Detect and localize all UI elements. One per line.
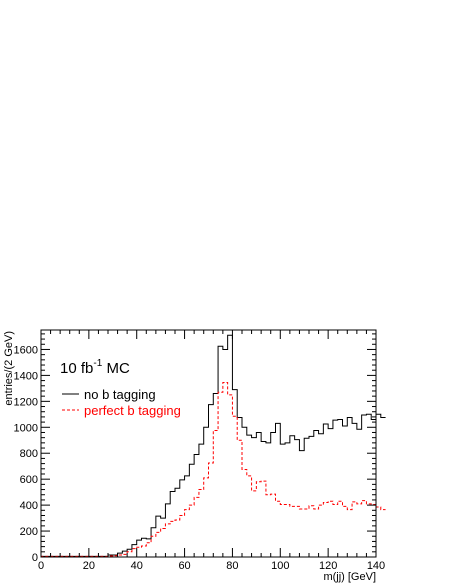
y-tick-label: 1000 bbox=[14, 422, 38, 434]
axes bbox=[40, 329, 377, 558]
series-perfect-b-tagging-line bbox=[40, 382, 386, 557]
legend: no b tagging perfect b tagging bbox=[62, 387, 181, 418]
plot-area bbox=[40, 334, 386, 557]
x-tick-label: 140 bbox=[367, 560, 385, 572]
y-tick-label: 0 bbox=[32, 552, 38, 564]
plot-frame bbox=[40, 329, 377, 558]
y-tick-label: 600 bbox=[20, 474, 38, 486]
x-tick-label: 40 bbox=[131, 560, 143, 572]
x-tick-label: 100 bbox=[271, 560, 289, 572]
x-axis-title: m(jj) [GeV] bbox=[323, 571, 376, 583]
x-tick-label: 80 bbox=[226, 560, 238, 572]
y-tick-label: 200 bbox=[20, 526, 38, 538]
y-tick-label: 1600 bbox=[14, 344, 38, 356]
y-tick-label: 800 bbox=[20, 448, 38, 460]
x-tick-labels: 0 20 40 60 80 100 120 140 bbox=[38, 560, 385, 572]
x-tick-label: 0 bbox=[38, 560, 44, 572]
tick-marks bbox=[40, 330, 377, 558]
legend-label-no-b-tagging: no b tagging bbox=[84, 387, 156, 402]
y-tick-label: 1400 bbox=[14, 370, 38, 382]
y-axis-title: entries/(2 GeV) bbox=[3, 331, 15, 406]
x-tick-label: 120 bbox=[319, 560, 337, 572]
series-no-b-tagging-line bbox=[40, 334, 386, 557]
y-tick-label: 400 bbox=[20, 500, 38, 512]
y-tick-labels: 0 200 400 600 800 1000 1200 1400 1600 bbox=[14, 344, 38, 564]
x-tick-label: 60 bbox=[178, 560, 190, 572]
y-tick-label: 1200 bbox=[14, 396, 38, 408]
luminosity-annotation: 10 fb-1 MC bbox=[60, 358, 130, 377]
x-tick-label: 20 bbox=[83, 560, 95, 572]
legend-label-perfect-b-tagging: perfect b tagging bbox=[84, 403, 181, 418]
